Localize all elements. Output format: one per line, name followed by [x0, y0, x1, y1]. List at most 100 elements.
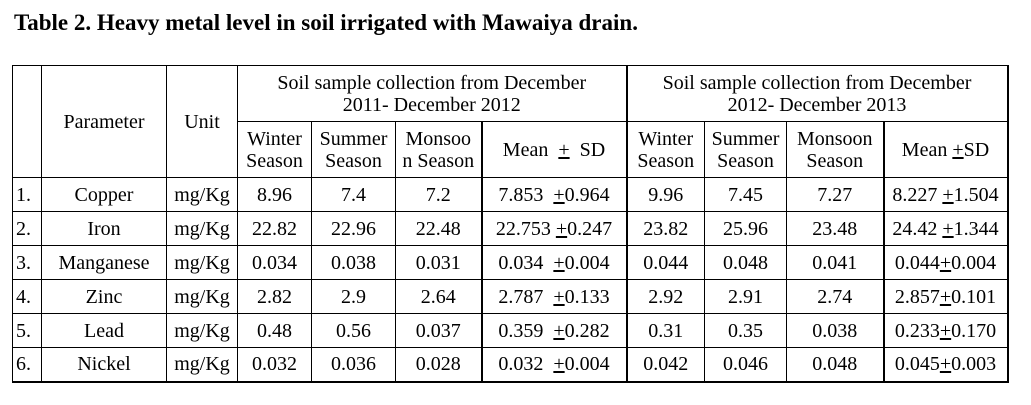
- header-p2-summer-line2: Season: [717, 149, 774, 172]
- row-unit: mg/Kg: [166, 313, 238, 348]
- row-number: 6.: [12, 347, 42, 383]
- header-p2-monsoon-line2: Season: [806, 149, 864, 172]
- row-parameter: Lead: [41, 313, 167, 348]
- row-p2-summer: 7.45: [704, 177, 787, 212]
- row-unit: mg/Kg: [166, 347, 238, 383]
- row-unit: mg/Kg: [166, 211, 238, 246]
- row-p2-monsoon: 0.048: [786, 347, 884, 383]
- row-p1-mean: 0.034: [498, 251, 544, 274]
- row-p2-sd: 0.003: [951, 353, 997, 376]
- plus-minus-symbol: +: [942, 183, 954, 206]
- plus-minus-symbol: +: [942, 217, 954, 240]
- row-p1-summer: 0.56: [311, 313, 396, 348]
- row-p1-mean: 2.787: [498, 285, 544, 308]
- row-p2-winter: 0.31: [626, 313, 705, 348]
- row-p1-winter: 22.82: [237, 211, 312, 246]
- row-p1-mean-sd: 2.787 +0.133: [480, 279, 628, 314]
- row-number: 3.: [12, 245, 42, 280]
- row-parameter: Copper: [41, 177, 167, 212]
- row-p1-mean: 22.753: [495, 217, 551, 240]
- table-row: 5. Lead mg/Kg 0.48 0.56 0.037 0.359 +0.2…: [12, 313, 1009, 348]
- row-p1-winter: 2.82: [237, 279, 312, 314]
- row-p1-summer: 2.9: [311, 279, 396, 314]
- row-p2-sd: 0.004: [951, 251, 997, 274]
- row-p2-summer: 0.046: [704, 347, 787, 383]
- row-number: 2.: [12, 211, 42, 246]
- row-p2-winter: 0.044: [626, 245, 705, 280]
- row-p1-sd: 0.133: [564, 285, 610, 308]
- plus-minus-symbol: +: [952, 138, 964, 161]
- header-p1-monsoon-line2: n Season: [402, 149, 475, 172]
- row-p1-sd: 0.004: [564, 353, 610, 376]
- row-p2-monsoon: 0.038: [786, 313, 884, 348]
- header-period-2011-line1: Soil sample collection from December: [277, 71, 587, 94]
- row-parameter: Zinc: [41, 279, 167, 314]
- header-p1-winter-line1: Winter: [247, 127, 302, 150]
- row-p1-monsoon: 0.028: [395, 347, 482, 383]
- row-p2-monsoon: 2.74: [786, 279, 884, 314]
- row-p1-winter: 0.48: [237, 313, 312, 348]
- row-p1-mean: 0.032: [498, 353, 544, 376]
- row-p1-summer: 0.038: [311, 245, 396, 280]
- row-unit: mg/Kg: [166, 245, 238, 280]
- plus-minus-symbol: +: [553, 285, 565, 308]
- row-p1-mean-sd: 7.853 +0.964: [480, 177, 628, 212]
- row-p2-mean-sd: 8.227 +1.504: [882, 177, 1009, 212]
- header-p1-summer-line2: Season: [325, 149, 382, 172]
- row-p1-monsoon: 0.037: [395, 313, 482, 348]
- header-p2-winter-line1: Winter: [638, 127, 694, 150]
- header-p1-winter-line2: Season: [246, 149, 303, 172]
- row-p1-mean-sd: 0.032 +0.004: [480, 347, 628, 383]
- plus-minus-symbol: +: [558, 138, 570, 161]
- header-period-2012-line1: Soil sample collection from December: [662, 71, 972, 94]
- row-p2-mean: 2.857: [894, 285, 940, 308]
- header-p2-mean-label: Mean: [901, 138, 948, 161]
- table-row: 1. Copper mg/Kg 8.96 7.4 7.2 7.853 +0.96…: [12, 177, 1009, 212]
- header-p1-monsoon: Monsoo n Season: [395, 121, 482, 178]
- header-p2-sd-label: SD: [963, 138, 990, 161]
- header-p1-sd-label: SD: [579, 138, 606, 161]
- header-p2-monsoon: Monsoon Season: [786, 121, 884, 178]
- row-p1-monsoon: 22.48: [395, 211, 482, 246]
- row-p2-summer: 0.048: [704, 245, 787, 280]
- table-row: 4. Zinc mg/Kg 2.82 2.9 2.64 2.787 +0.133…: [12, 279, 1009, 314]
- row-p2-summer: 0.35: [704, 313, 787, 348]
- row-p1-sd: 0.247: [567, 217, 613, 240]
- plus-minus-symbol: +: [939, 251, 952, 274]
- header-no: [12, 65, 42, 178]
- header-p2-monsoon-line1: Monsoon: [796, 127, 873, 150]
- plus-minus-symbol: +: [555, 217, 568, 240]
- plus-minus-symbol: +: [553, 251, 565, 274]
- row-p1-winter: 0.032: [237, 347, 312, 383]
- table-row: 6. Nickel mg/Kg 0.032 0.036 0.028 0.032 …: [12, 347, 1009, 383]
- row-p2-mean-sd: 0.045+0.003: [882, 347, 1009, 383]
- row-p1-mean: 7.853: [498, 183, 544, 206]
- header-unit: Unit: [166, 65, 238, 178]
- row-p1-summer: 7.4: [311, 177, 396, 212]
- row-number: 5.: [12, 313, 42, 348]
- row-p1-mean-sd: 0.359 +0.282: [480, 313, 628, 348]
- row-p2-winter: 2.92: [626, 279, 705, 314]
- plus-minus-symbol: +: [939, 353, 952, 376]
- header-p2-winter-line2: Season: [637, 149, 695, 172]
- row-p1-sd: 0.282: [564, 319, 610, 342]
- row-p1-winter: 0.034: [237, 245, 312, 280]
- row-p2-mean: 24.42: [892, 217, 938, 240]
- plus-minus-symbol: +: [553, 353, 565, 376]
- row-unit: mg/Kg: [166, 177, 238, 212]
- header-period-2012-2013: Soil sample collection from December 201…: [626, 65, 1009, 122]
- row-parameter: Manganese: [41, 245, 167, 280]
- header-p1-monsoon-line1: Monsoo: [405, 127, 472, 150]
- row-p2-winter: 23.82: [626, 211, 705, 246]
- plus-minus-symbol: +: [939, 319, 952, 342]
- row-p1-mean-sd: 22.753 +0.247: [480, 211, 628, 246]
- row-p1-monsoon: 2.64: [395, 279, 482, 314]
- row-p2-sd: 1.504: [953, 183, 999, 206]
- header-p1-mean-sd: Mean + SD: [480, 121, 628, 178]
- row-p2-mean-sd: 24.42 +1.344: [882, 211, 1009, 246]
- row-p2-summer: 25.96: [704, 211, 787, 246]
- row-unit: mg/Kg: [166, 279, 238, 314]
- row-p2-mean: 0.233: [894, 319, 940, 342]
- row-p2-sd: 0.170: [951, 319, 997, 342]
- row-p1-sd: 0.964: [564, 183, 610, 206]
